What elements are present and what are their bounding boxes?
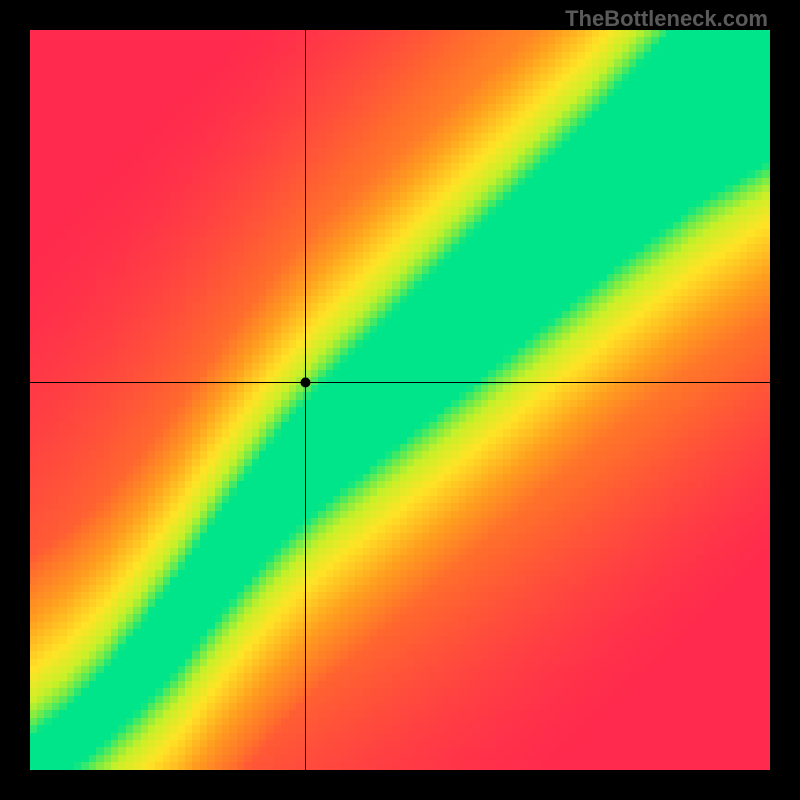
chart-container: TheBottleneck.com (0, 0, 800, 800)
watermark-text: TheBottleneck.com (565, 6, 768, 32)
bottleneck-heatmap (30, 30, 770, 770)
plot-area (30, 30, 770, 770)
